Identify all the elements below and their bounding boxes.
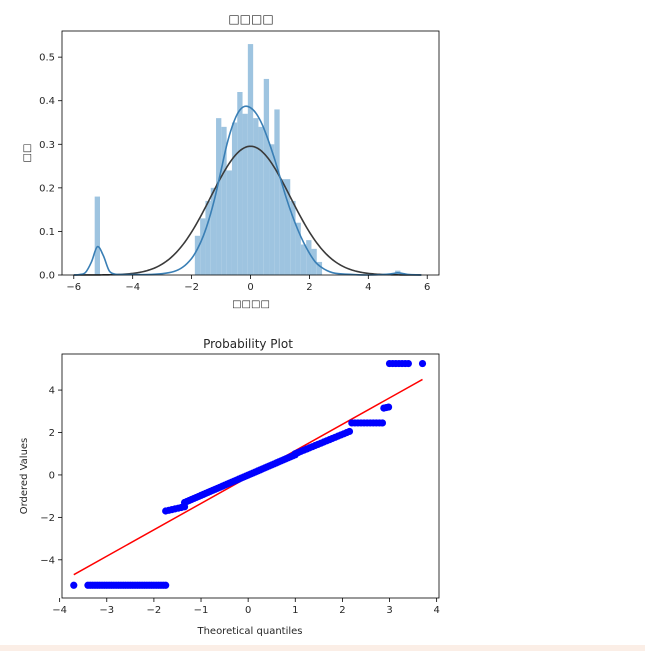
hist-y-tick-label: 0.1: [39, 227, 55, 238]
hist-bar: [290, 200, 296, 275]
hist-bar: [269, 144, 275, 275]
hist-bar: [295, 222, 301, 275]
hist-bar: [274, 109, 280, 275]
qq-y-tick-label: 2: [49, 428, 55, 439]
qq-point: [418, 359, 427, 368]
qq-y-label: Ordered Values: [19, 438, 30, 515]
qq-x-tick-label: 0: [245, 605, 251, 616]
hist-bar: [194, 235, 201, 275]
qq-point: [345, 427, 354, 436]
qq-x-tick-label: 4: [433, 605, 439, 616]
hist-bar: [210, 187, 217, 275]
hist-x-tick-label: −6: [66, 282, 81, 293]
hist-bar: [263, 78, 270, 275]
hist-bar: [231, 122, 238, 275]
qq-point: [404, 359, 412, 368]
qq-x-label: Theoretical quantiles: [196, 626, 302, 637]
hist-bar: [200, 218, 206, 275]
hist-bar: [279, 179, 285, 275]
hist-bar: [226, 170, 232, 275]
qq-y-tick-label: −2: [40, 513, 55, 524]
hist-y-tick-label: 0.0: [39, 271, 55, 282]
hist-bar: [311, 248, 317, 275]
qq-y-ticks: −4 −2 0 2 4: [40, 386, 62, 566]
hist-bar: [216, 118, 222, 276]
hist-bar: [253, 118, 259, 276]
qq-point: [378, 419, 387, 427]
hist-bar: [205, 200, 211, 275]
qq-axes-frame: [61, 353, 440, 599]
bottom-strip: [0, 645, 645, 651]
hist-y-tick-label: 0.3: [39, 140, 55, 151]
qq-x-ticks: −4 −3 −2 −1 0 1 2 3 4: [52, 598, 440, 616]
hist-bar: [242, 113, 248, 276]
qq-y-tick-label: 0: [49, 470, 55, 481]
histogram-chart: □□□□ −6 −4 −2 0 2 4 6 0.00.10.20.30.40.5 □□□□ …: [22, 12, 440, 310]
hist-plot-area: [73, 44, 422, 276]
qq-title: Probability Plot: [203, 337, 293, 351]
hist-bars: [94, 44, 401, 276]
hist-title: □□□□: [228, 12, 273, 26]
qq-y-tick-label: 4: [49, 386, 55, 397]
hist-y-ticks: 0.0 0.1 0.2 0.3 0.4 0.5: [39, 53, 62, 282]
hist-x-ticks: −6 −4 −2 0 2 4 6: [66, 275, 430, 293]
hist-x-label: □□□□: [232, 299, 270, 310]
qq-x-tick-label: 2: [339, 605, 345, 616]
qq-point: [384, 403, 393, 411]
hist-bar: [300, 244, 307, 275]
qq-x-tick-label: −3: [99, 605, 114, 616]
normal-fit-curve: [73, 145, 422, 276]
qq-plot-area: [70, 359, 427, 589]
hist-x-tick-label: −2: [184, 282, 199, 293]
kde-curve: [73, 105, 422, 276]
qq-point: [162, 581, 170, 589]
qq-points: [70, 359, 427, 589]
qq-x-tick-label: 3: [386, 605, 392, 616]
hist-bar: [94, 196, 100, 275]
hist-bar: [306, 240, 312, 275]
hist-bar: [221, 126, 227, 275]
hist-bar: [284, 179, 291, 275]
hist-x-tick-label: −4: [125, 282, 140, 293]
qq-x-tick-label: −1: [194, 605, 209, 616]
qq-y-tick-label: −4: [40, 555, 55, 566]
hist-y-tick-label: 0.5: [39, 53, 55, 64]
qq-x-tick-label: −2: [147, 605, 162, 616]
hist-y-tick-label: 0.4: [39, 96, 55, 107]
hist-bar: [258, 126, 264, 275]
hist-bar: [237, 92, 243, 275]
qq-point: [70, 581, 78, 589]
probability-plot-chart: Probability Plot −4 −3 −2 −1 0 1 2 3 4 −4 −2 0 2 4 T…: [19, 337, 440, 637]
hist-bar: [316, 261, 323, 275]
hist-bar: [247, 44, 254, 276]
hist-x-tick-label: 6: [424, 282, 430, 293]
qq-x-tick-label: 1: [292, 605, 298, 616]
hist-y-tick-label: 0.2: [39, 183, 55, 194]
qq-x-tick-label: −4: [52, 605, 67, 616]
hist-x-tick-label: 4: [365, 282, 371, 293]
hist-x-tick-label: 2: [306, 282, 312, 293]
hist-y-label: □□: [22, 144, 33, 163]
hist-x-tick-label: 0: [247, 282, 253, 293]
